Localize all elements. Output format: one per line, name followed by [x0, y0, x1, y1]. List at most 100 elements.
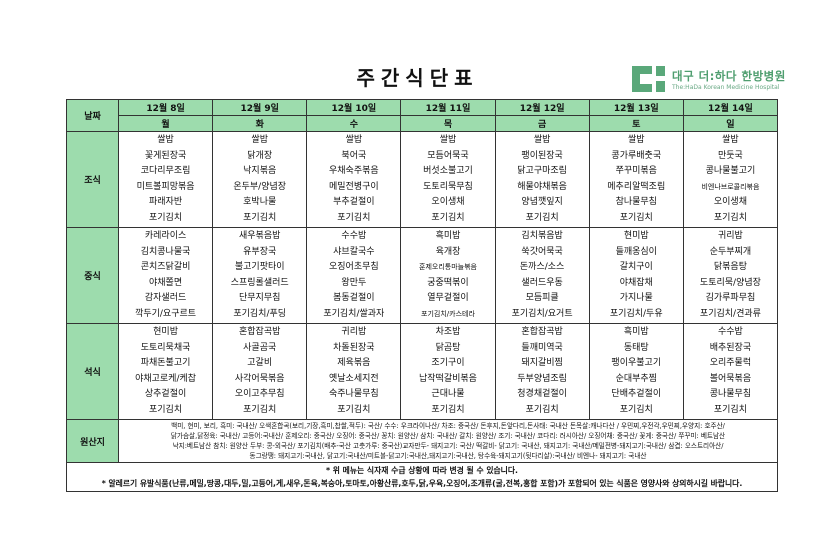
menu-item: 쌀밥 [722, 135, 739, 145]
menu-cell: 귀리밥 차돌된장국 제육볶음 옛날소세지전 숙주나물무침 포기김치 [306, 323, 402, 420]
menu-cell: 새우볶음밥 유부장국 불고기팟타이 스프링롤샐러드 단무지무침 포기김치/푸딩 [212, 227, 308, 324]
day-weekday: 화 [212, 115, 308, 132]
menu-item: 우채숙주볶음 [329, 166, 379, 176]
menu-item: 귀리밥 [718, 231, 743, 241]
menu-item: 오이생채 [713, 197, 747, 207]
menu-item: 청경채겉절이 [517, 389, 567, 399]
menu-item: 참나물무침 [615, 197, 657, 207]
page-title: 주간식단표 [356, 66, 479, 90]
menu-cell: 수수밥 배추된장국 오리주물럭 볼어묵볶음 콩나물무침 포기김치 [682, 323, 779, 420]
menu-item: 포기김치/푸딩 [233, 308, 287, 319]
menu-item: 포기김치 [337, 212, 371, 223]
menu-item: 포기김치/카스테라 [421, 309, 475, 318]
menu-cell: 혼합잡곡밥 사골곰국 고갈비 사각어묵볶음 오이고추무침 포기김치 [212, 323, 308, 420]
menu-item: 흑미밥 [435, 231, 461, 241]
menu-cell: 쌀밥 모듬어묵국 버섯소불고기 도토리묵무침 오이생채 포기김치 [400, 131, 496, 228]
menu-item: 수수밥 [341, 231, 367, 241]
menu-item: 순두부찌개 [709, 246, 752, 257]
menu-item: 들깨미역국 [521, 342, 563, 353]
menu-item: 포기김치 [149, 404, 183, 415]
menu-item: 북어국 [341, 150, 367, 161]
menu-item: 닭볶음탕 [713, 262, 747, 272]
menu-cell: 혼합잡곡밥 들깨미역국 돼지갈비찜 두부양념조림 청경채겉절이 포기김치 [494, 323, 590, 420]
menu-cell: 김치볶음밥 쑥갓어묵국 돈까스/소스 샐러드우동 모듬피클 포기김치/요거트 [494, 227, 590, 324]
menu-item: 파채돈불고기 [140, 358, 191, 368]
menu-item: 야채잡채 [619, 277, 653, 288]
note-line: * 위 메뉴는 식자재 수급 상황에 따라 변경 될 수 있습니다. [326, 466, 518, 475]
menu-item: 포기김치 [337, 404, 371, 415]
menu-item: 갈치구이 [619, 262, 653, 272]
menu-item: 귀리밥 [341, 327, 367, 337]
meal-row: 중식 카레라이스 김치콩나물국 콘치즈닭갈비 야채쫄면 감자샐러드 깍두기/요구르트 새우볶음… [66, 227, 779, 324]
menu-item: 닭개장 [247, 150, 273, 161]
menu-item: 포기김치 [431, 212, 465, 223]
menu-item: 김치볶음밥 [521, 231, 563, 241]
menu-item: 콩나물무침 [709, 389, 752, 399]
menu-item: 동태탕 [623, 342, 649, 353]
logo-mark-icon [632, 66, 666, 92]
origin-line: 동그랑땡: 돼지고기:국내산, 닭고기:국내산/미트볼-닭고기:국내산,돼지고기… [249, 452, 647, 460]
menu-cell: 쌀밥 꽃게된장국 코다리무조림 미트볼피망볶음 파래자반 포기김치 [117, 131, 214, 228]
menu-item: 현미밥 [153, 327, 178, 337]
menu-item: 포기김치/쌀과자 [323, 308, 385, 319]
menu-item: 콩가루배춧국 [611, 150, 662, 161]
menu-item: 쌀밥 [251, 135, 268, 145]
menu-item: 납작떡갈비볶음 [419, 373, 477, 384]
menu-item: 포기김치 [431, 404, 465, 415]
menu-item: 팽이우불고기 [611, 358, 662, 368]
menu-item: 포기김치 [525, 212, 559, 223]
meal-label: 석식 [66, 323, 119, 420]
menu-item: 카레라이스 [144, 231, 187, 241]
menu-item: 사골곰국 [243, 342, 277, 353]
menu-item: 단무지무침 [239, 293, 281, 303]
day-date: 12월 11일 [400, 99, 496, 116]
menu-cell: 흑미밥 동태탕 팽이우불고기 순대부추찜 단배추겉절이 포기김치 [588, 323, 684, 420]
menu-item: 포기김치 [713, 212, 747, 223]
menu-item: 부추겉절이 [333, 197, 375, 207]
menu-item: 수수밥 [718, 327, 743, 337]
day-weekday: 금 [494, 115, 590, 132]
menu-item: 차조밥 [435, 327, 461, 337]
menu-item: 도토리묵/양념장 [699, 277, 761, 288]
menu-cell: 수수밥 샤브칼국수 오징어초무침 왕만두 봄동겉절이 포기김치/쌀과자 [306, 227, 402, 324]
menu-item: 미트볼피망볶음 [136, 181, 195, 192]
weekly-menu-table: 날짜 12월 8일 12월 9일 12월 10일 12월 11일 12월 12일 12월 1… [66, 99, 779, 492]
day-weekday: 수 [306, 115, 402, 132]
menu-item: 오리주물럭 [709, 358, 752, 368]
menu-item: 단배추겉절이 [611, 389, 662, 399]
menu-item: 육개장 [435, 246, 461, 257]
menu-item: 훈제오리통마늘볶음 [419, 263, 477, 271]
menu-item: 흑미밥 [623, 327, 649, 337]
menu-cell: 귀리밥 순두부찌개 닭볶음탕 도토리묵/양념장 김가루파무침 포기김치/견과류 [682, 227, 779, 324]
origin-line: 백미, 현미, 보리, 흑미: 국내산/ 오색혼합곡(보리,기장,흑미,찹쌀,적… [171, 422, 725, 430]
menu-item: 온두부/양념장 [233, 181, 287, 192]
menu-item: 코다리무조림 [140, 166, 191, 176]
menu-item: 두부양념조림 [517, 373, 567, 384]
menu-cell: 쌀밥 닭개장 낙지볶음 온두부/양념장 호박나물 포기김치 [212, 131, 308, 228]
menu-item: 해물야채볶음 [517, 181, 567, 192]
menu-item: 파래자반 [149, 197, 183, 207]
date-header: 날짜 [66, 99, 119, 132]
menu-item: 만둣국 [718, 150, 743, 161]
menu-cell: 쌀밥 콩가루배춧국 쭈꾸미볶음 메추리알떡조림 참나물무침 포기김치 [588, 131, 684, 228]
menu-item: 새우볶음밥 [239, 231, 281, 241]
menu-cell: 쌀밥 팽이된장국 닭고구마조림 해물야채볶음 양념깻잎지 포기김치 [494, 131, 590, 228]
menu-item: 도토리묵채국 [140, 342, 191, 353]
day-date: 12월 13일 [588, 99, 684, 116]
menu-item: 혼합잡곡밥 [521, 327, 563, 337]
menu-item: 비엔나브로콜리볶음 [701, 182, 760, 191]
menu-item: 포기김치 [243, 212, 277, 223]
menu-item: 닭곰탕 [435, 342, 461, 353]
menu-item: 팽이된장국 [521, 150, 563, 161]
menu-item: 돼지갈비찜 [521, 358, 563, 368]
day-date: 12월 14일 [682, 99, 779, 116]
menu-item: 봄동겉절이 [333, 293, 375, 303]
menu-item: 포기김치 [243, 404, 277, 415]
day-weekday: 일 [682, 115, 779, 132]
menu-item: 닭고구마조림 [517, 166, 567, 176]
meal-label: 중식 [66, 227, 119, 324]
origin-line: 닭가슴살,닭정육: 국내산/ 고등어:국내산/ 훈제오리: 중국산/ 오징어: … [170, 432, 726, 440]
note-line: * 알레르기 유발식품(난류,메밀,땅콩,대두,밀,고등어,게,새우,돈육,복숭… [101, 479, 743, 488]
menu-item: 고갈비 [247, 358, 273, 368]
menu-item: 포기김치/견과류 [699, 308, 761, 319]
